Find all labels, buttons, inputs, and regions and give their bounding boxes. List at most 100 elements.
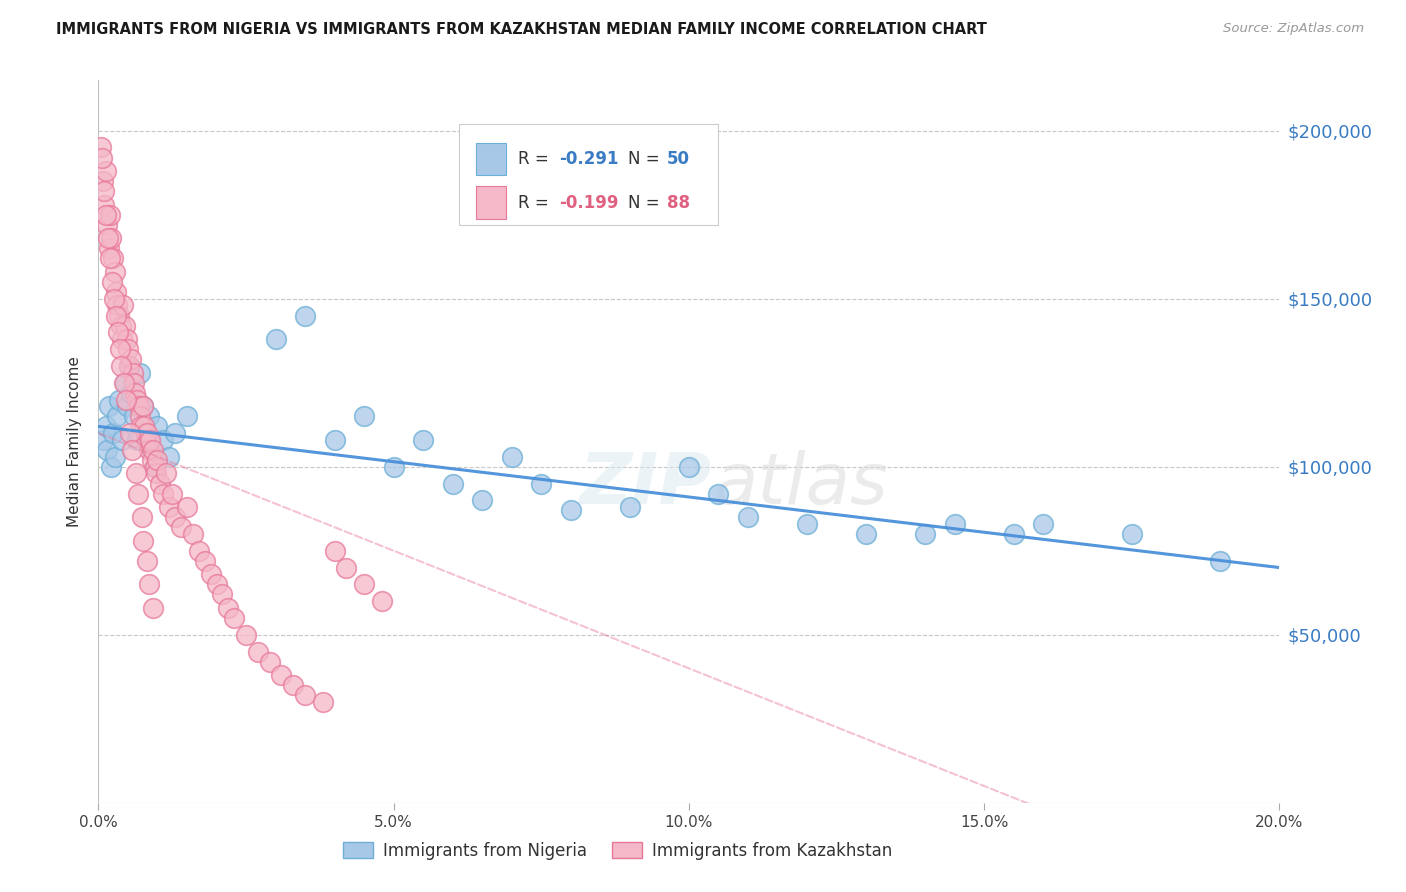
Point <box>138 442 160 457</box>
Point <box>93 197 115 211</box>
Point <box>707 486 730 500</box>
Point <box>93 184 115 198</box>
Point <box>235 628 257 642</box>
Point <box>111 433 134 447</box>
Point <box>114 392 136 407</box>
Point <box>270 668 292 682</box>
Point <box>371 594 394 608</box>
Point <box>224 611 246 625</box>
Point <box>146 453 169 467</box>
Point <box>128 409 150 424</box>
Point <box>118 359 141 373</box>
Point <box>165 426 187 441</box>
Point <box>501 450 523 464</box>
Legend: Immigrants from Nigeria, Immigrants from Kazakhstan: Immigrants from Nigeria, Immigrants from… <box>337 836 900 867</box>
Point <box>125 433 148 447</box>
Point <box>103 252 125 266</box>
Point <box>129 419 152 434</box>
Point <box>142 600 165 615</box>
Point <box>103 292 125 306</box>
Point <box>115 332 138 346</box>
Point <box>170 520 193 534</box>
Point <box>132 399 155 413</box>
Point <box>141 453 163 467</box>
Point <box>128 399 150 413</box>
Point <box>91 174 114 188</box>
Point <box>138 409 160 424</box>
Point <box>323 433 346 447</box>
Point <box>120 352 142 367</box>
Point <box>145 467 167 481</box>
FancyBboxPatch shape <box>477 186 506 219</box>
Point <box>121 442 143 457</box>
Text: atlas: atlas <box>713 450 887 519</box>
Point <box>259 655 281 669</box>
Text: ZIP: ZIP <box>581 450 713 519</box>
Point <box>855 527 877 541</box>
Point <box>1121 527 1143 541</box>
Point <box>94 208 117 222</box>
Point <box>107 326 129 340</box>
Point <box>560 503 582 517</box>
Point <box>139 433 162 447</box>
Text: Source: ZipAtlas.com: Source: ZipAtlas.com <box>1223 22 1364 36</box>
Text: -0.199: -0.199 <box>560 194 619 211</box>
Point <box>114 376 136 390</box>
Point <box>205 577 228 591</box>
Point <box>141 442 163 457</box>
Point <box>98 252 121 266</box>
Point <box>120 385 142 400</box>
Point <box>132 399 155 413</box>
Point <box>165 510 187 524</box>
Point <box>122 409 145 424</box>
Point <box>112 298 135 312</box>
Point <box>96 218 118 232</box>
Point <box>108 342 131 356</box>
Point <box>115 399 138 413</box>
Point <box>105 409 128 424</box>
Point <box>131 510 153 524</box>
Point <box>114 318 136 333</box>
Point <box>1002 527 1025 541</box>
FancyBboxPatch shape <box>477 143 506 176</box>
Point <box>294 309 316 323</box>
Point <box>142 442 165 457</box>
Point <box>796 516 818 531</box>
Point <box>382 459 405 474</box>
Point <box>104 450 127 464</box>
Point <box>176 409 198 424</box>
Point <box>136 554 159 568</box>
Text: R =: R = <box>517 194 554 211</box>
Point <box>176 500 198 514</box>
Text: -0.291: -0.291 <box>560 150 619 168</box>
Point <box>111 332 134 346</box>
Point <box>124 467 146 481</box>
Point <box>112 376 135 390</box>
Point <box>91 433 114 447</box>
Point <box>152 433 174 447</box>
Point <box>97 231 120 245</box>
Point <box>619 500 641 514</box>
Point <box>104 265 127 279</box>
Point <box>117 342 139 356</box>
Point <box>914 527 936 541</box>
Point <box>110 318 132 333</box>
Point <box>187 543 209 558</box>
FancyBboxPatch shape <box>458 124 718 225</box>
Point <box>737 510 759 524</box>
Point <box>108 392 131 407</box>
Point <box>100 231 122 245</box>
Point <box>105 285 128 299</box>
Text: R =: R = <box>517 150 554 168</box>
Text: N =: N = <box>627 194 665 211</box>
Text: IMMIGRANTS FROM NIGERIA VS IMMIGRANTS FROM KAZAKHSTAN MEDIAN FAMILY INCOME CORRE: IMMIGRANTS FROM NIGERIA VS IMMIGRANTS FR… <box>56 22 987 37</box>
Point <box>105 298 128 312</box>
Point <box>1032 516 1054 531</box>
Point <box>471 493 494 508</box>
Point <box>157 500 180 514</box>
Point <box>143 459 166 474</box>
Point <box>91 151 114 165</box>
Point <box>162 486 183 500</box>
Point <box>181 527 204 541</box>
Text: 50: 50 <box>666 150 689 168</box>
